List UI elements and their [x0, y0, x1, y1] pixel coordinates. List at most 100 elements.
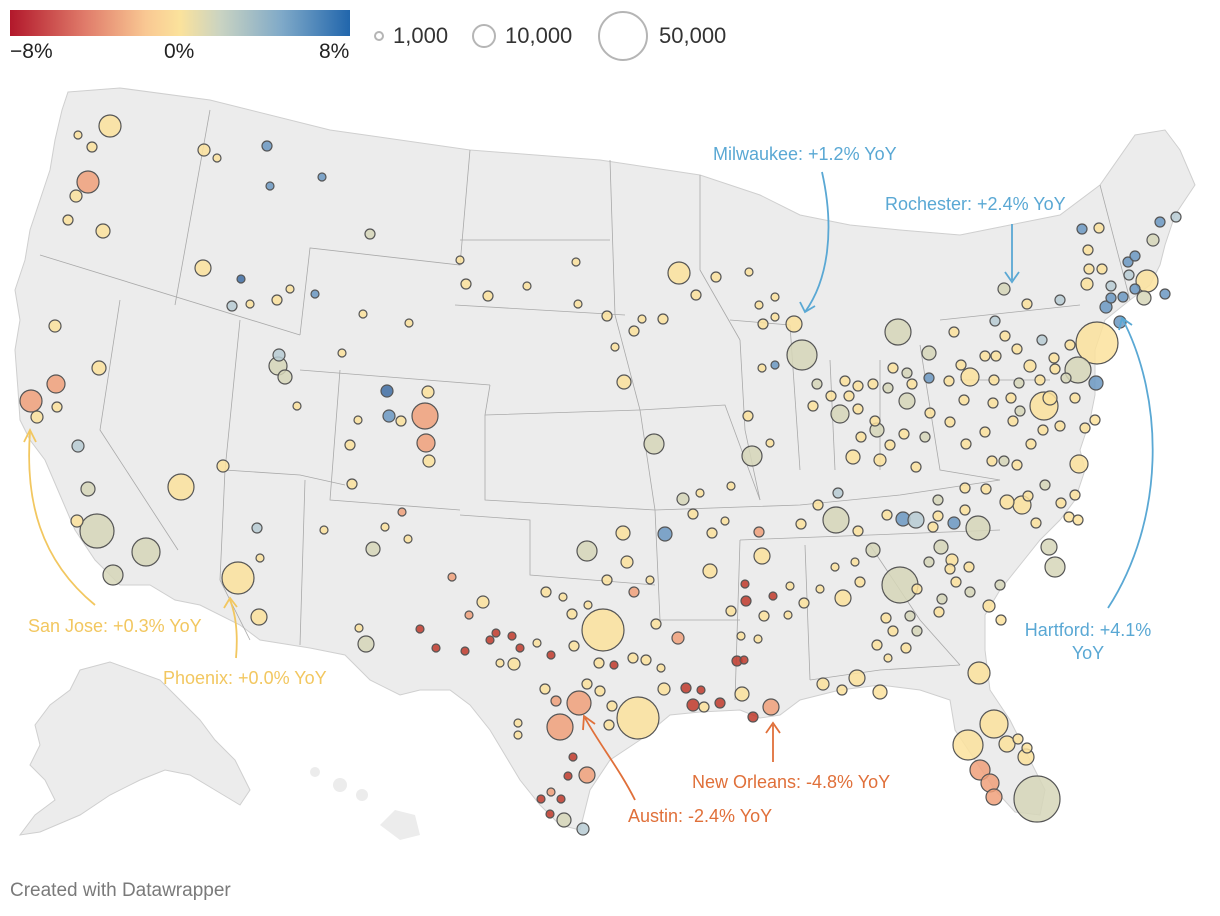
city-bubble [556, 794, 566, 804]
color-scale-max-label: 8% [319, 40, 350, 63]
city-bubble [927, 521, 939, 533]
city-bubble [354, 623, 364, 633]
city-bubble [702, 563, 718, 579]
city-bubble [830, 562, 840, 572]
city-bubble [1037, 424, 1049, 436]
hartford-arrow [1107, 317, 1154, 609]
city-bubble [1049, 363, 1061, 375]
state-border [919, 344, 1001, 481]
city-bubble [358, 309, 368, 319]
city-bubble [513, 730, 523, 740]
state-border [299, 149, 471, 336]
rochester-arrowhead [1004, 271, 1020, 284]
city-bubble [546, 713, 574, 741]
city-bubble [346, 478, 358, 490]
city-bubble [1154, 216, 1166, 228]
city-bubble [980, 483, 992, 495]
city-bubble [656, 663, 666, 673]
city-bubble [1123, 269, 1135, 281]
city-bubble [901, 367, 913, 379]
state-border [734, 539, 741, 701]
city-bubble [1083, 263, 1095, 275]
size-legend-medium-circle [472, 24, 496, 48]
city-bubble [911, 583, 923, 595]
city-bubble [657, 526, 673, 542]
city-bubble [855, 431, 867, 443]
city-bubble [1088, 375, 1104, 391]
city-bubble [167, 473, 195, 501]
city-bubble [815, 584, 825, 594]
city-bubble [102, 564, 124, 586]
city-bubble [843, 390, 855, 402]
city-bubble [1014, 405, 1026, 417]
city-bubble [91, 360, 107, 376]
city-bubble [73, 130, 83, 140]
milwaukee-arrow [804, 171, 830, 313]
city-bubble [364, 228, 376, 240]
city-bubble [131, 537, 161, 567]
city-bubble [757, 363, 767, 373]
city-bubble [1023, 359, 1037, 373]
city-bubble [990, 350, 1002, 362]
city-bubble [1054, 294, 1066, 306]
city-bubble [706, 527, 718, 539]
size-legend-small-circle [374, 31, 384, 41]
city-bubble [79, 513, 115, 549]
city-bubble [979, 350, 991, 362]
city-bubble [979, 709, 1009, 739]
city-bubble [676, 492, 690, 506]
city-bubble [272, 348, 286, 362]
city-bubble [571, 257, 581, 267]
hawaii-island [310, 767, 320, 777]
city-bubble [887, 625, 899, 637]
city-bubble [532, 638, 542, 648]
city-bubble [753, 526, 765, 538]
city-bubble [310, 289, 320, 299]
city-bubble [783, 610, 793, 620]
city-bubble [628, 325, 640, 337]
city-bubble [1069, 392, 1081, 404]
city-bubble [943, 375, 955, 387]
city-bubble [816, 677, 830, 691]
city-bubble [550, 695, 562, 707]
city-bubble [30, 410, 44, 424]
city-bubble [758, 610, 770, 622]
city-bubble [854, 576, 866, 588]
city-bubble [887, 362, 899, 374]
city-bubble [1042, 390, 1058, 406]
state-border [299, 369, 491, 386]
state-border [329, 369, 461, 511]
city-bubble [807, 400, 819, 412]
city-bubble [734, 686, 750, 702]
city-bubble [898, 392, 916, 410]
city-bubble [848, 669, 866, 687]
state-border [39, 254, 301, 336]
city-bubble [337, 348, 347, 358]
austin-label: Austin: -2.4% YoY [628, 806, 772, 826]
city-bubble [601, 574, 613, 586]
city-bubble [95, 223, 111, 239]
city-bubble [197, 143, 211, 157]
phoenix-arrowhead [223, 596, 238, 609]
city-bubble [770, 312, 780, 322]
city-bubble [883, 653, 893, 663]
city-bubble [964, 586, 976, 598]
city-bubble [924, 407, 936, 419]
city-bubble [460, 278, 472, 290]
city-bubble [581, 608, 625, 652]
city-bubble [637, 314, 647, 324]
city-bubble [416, 433, 436, 453]
city-bubble [1054, 420, 1066, 432]
city-bubble [556, 812, 572, 828]
city-bubble [726, 481, 736, 491]
city-bubble [1055, 497, 1067, 509]
city-bubble [881, 566, 919, 604]
city-bubble [786, 339, 818, 371]
city-bubble [958, 394, 970, 406]
city-bubble [566, 608, 578, 620]
size-legend-small-label: 1,000 [393, 23, 449, 48]
state-border [219, 469, 251, 641]
city-bubble [754, 300, 764, 310]
city-bubble [795, 518, 807, 530]
city-bubble [904, 610, 916, 622]
